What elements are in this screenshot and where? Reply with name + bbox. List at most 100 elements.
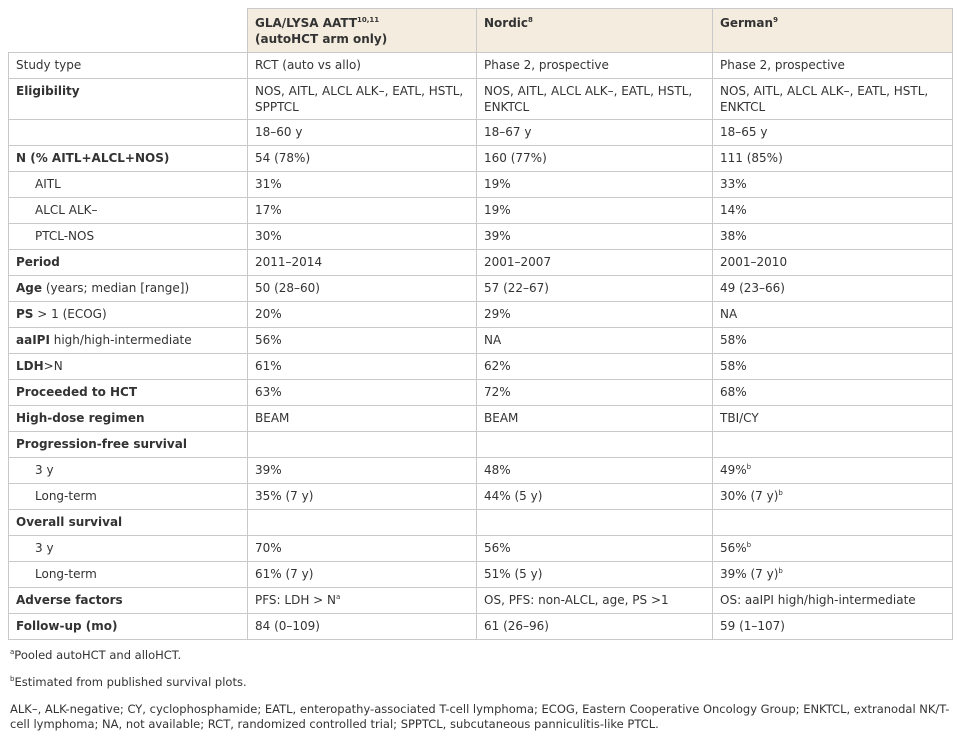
cell-text: 2001–2007	[484, 255, 552, 269]
row-label: PTCL-NOS	[8, 223, 248, 250]
table-cell: 18–67 y	[476, 119, 713, 146]
table-cell: 70%	[247, 535, 477, 562]
table-row: aaIPI high/high-intermediate 56% NA 58%	[8, 327, 953, 354]
label-text: > 1 (ECOG)	[33, 307, 107, 321]
table-cell	[476, 509, 713, 536]
cell-text: 19%	[484, 177, 511, 191]
footnote-text: Estimated from published survival plots.	[14, 675, 247, 689]
table-cell: 58%	[712, 327, 953, 354]
footnote-mark: b	[746, 463, 752, 471]
cell-text: 50 (28–60)	[255, 281, 320, 295]
label-bold: Eligibility	[16, 84, 80, 98]
table-cell: 14%	[712, 197, 953, 224]
table-cell: 59 (1–107)	[712, 613, 953, 640]
cell-text: 58%	[720, 359, 747, 373]
column-header: Nordic8	[476, 8, 713, 53]
footnote: bEstimated from published survival plots…	[10, 675, 952, 690]
table-cell: 111 (85%)	[712, 145, 953, 172]
table-row: 3 y 39% 48% 49%b	[8, 457, 953, 484]
table-cell: OS, PFS: non-ALCL, age, PS >1	[476, 587, 713, 614]
table-row: Long-term 61% (7 y) 51% (5 y) 39% (7 y)b	[8, 561, 953, 588]
cell-text: Phase 2, prospective	[484, 58, 609, 72]
footnote-mark: a	[10, 648, 15, 656]
table-cell: 39%	[247, 457, 477, 484]
cell-text: NOS, AITL, ALCL ALK–, EATL, HSTL, ENKTCL	[720, 84, 929, 114]
cell-text: 111 (85%)	[720, 151, 783, 165]
table-body: Study type RCT (auto vs allo) Phase 2, pro…	[8, 52, 953, 640]
table-cell	[712, 431, 953, 458]
label-bold: Period	[16, 255, 60, 269]
row-label: Long-term	[8, 561, 248, 588]
label-text: high/high-intermediate	[49, 333, 192, 347]
cell-text: NOS, AITL, ALCL ALK–, EATL, HSTL, ENKTCL	[484, 84, 693, 114]
table-cell: 2001–2010	[712, 249, 953, 276]
table-cell: 44% (5 y)	[476, 483, 713, 510]
table-row: Adverse factors PFS: LDH > Na OS, PFS: non…	[8, 587, 953, 614]
table-cell: NOS, AITL, ALCL ALK–, EATL, HSTL, SPPTCL	[247, 78, 477, 120]
table-cell: BEAM	[247, 405, 477, 432]
column-header: GLA/LYSA AATT10,11 (autoHCT arm only)	[247, 8, 477, 53]
table-cell: NOS, AITL, ALCL ALK–, EATL, HSTL, ENKTCL	[712, 78, 953, 120]
row-label: Progression-free survival	[8, 431, 248, 458]
table-cell: NOS, AITL, ALCL ALK–, EATL, HSTL, ENKTCL	[476, 78, 713, 120]
cell-text: 61 (26–96)	[484, 619, 549, 633]
table-cell: 56%b	[712, 535, 953, 562]
table-cell	[247, 509, 477, 536]
label-text: Study type	[16, 58, 82, 72]
cell-text: 30%	[255, 229, 282, 243]
table-cell: 2011–2014	[247, 249, 477, 276]
row-label: aaIPI high/high-intermediate	[8, 327, 248, 354]
row-label: LDH>N	[8, 353, 248, 380]
cell-text: BEAM	[484, 411, 519, 425]
table-cell: 29%	[476, 301, 713, 328]
label-text: 3 y	[35, 541, 54, 555]
label-bold: Overall survival	[16, 515, 123, 529]
table-cell: 39% (7 y)b	[712, 561, 953, 588]
row-label: Overall survival	[8, 509, 248, 536]
cell-text: OS, PFS: non-ALCL, age, PS >1	[484, 593, 669, 607]
cell-text: 48%	[484, 463, 511, 477]
cell-text: 59 (1–107)	[720, 619, 785, 633]
abbreviations: ALK–, ALK-negative; CY, cyclophosphamide…	[10, 702, 950, 731]
column-subtitle: (autoHCT arm only)	[255, 32, 388, 46]
cell-text: 160 (77%)	[484, 151, 547, 165]
table-row: Proceeded to HCT 63% 72% 68%	[8, 379, 953, 406]
table-cell: 61% (7 y)	[247, 561, 477, 588]
table-cell: 58%	[712, 353, 953, 380]
cell-text: 84 (0–109)	[255, 619, 320, 633]
cell-text: 51% (5 y)	[484, 567, 543, 581]
footnote-mark: b	[746, 541, 752, 549]
label-text: (years; median [range])	[42, 281, 190, 295]
table-row: PS > 1 (ECOG) 20% 29% NA	[8, 301, 953, 328]
footnote-mark: b	[778, 489, 783, 497]
footnote-mark: b	[778, 567, 783, 575]
reference: 10,11	[357, 16, 380, 24]
table-cell: TBI/CY	[712, 405, 953, 432]
row-label: ALCL ALK–	[8, 197, 248, 224]
cell-text: NA	[720, 307, 738, 321]
table-cell: 57 (22–67)	[476, 275, 713, 302]
cell-text: NOS, AITL, ALCL ALK–, EATL, HSTL, SPPTCL	[255, 84, 464, 114]
row-label: Long-term	[8, 483, 248, 510]
cell-text: 35% (7 y)	[255, 489, 314, 503]
table-cell: RCT (auto vs allo)	[247, 52, 477, 79]
table-cell: 50 (28–60)	[247, 275, 477, 302]
table-cell	[247, 431, 477, 458]
table-cell: 84 (0–109)	[247, 613, 477, 640]
table-row: 3 y 70% 56% 56%b	[8, 535, 953, 562]
cell-text: 57 (22–67)	[484, 281, 549, 295]
cell-text: 18–67 y	[484, 125, 532, 139]
label-text: Long-term	[35, 489, 97, 503]
cell-text: 33%	[720, 177, 747, 191]
cell-text: 14%	[720, 203, 747, 217]
row-label: 3 y	[8, 535, 248, 562]
cell-text: 63%	[255, 385, 282, 399]
header-row: GLA/LYSA AATT10,11 (autoHCT arm only) Nord…	[8, 8, 953, 53]
table-cell: 17%	[247, 197, 477, 224]
label-bold: Follow-up (mo)	[16, 619, 118, 633]
table-cell: 61 (26–96)	[476, 613, 713, 640]
table-cell: NA	[476, 327, 713, 354]
row-label: Study type	[8, 52, 248, 79]
table-cell: 68%	[712, 379, 953, 406]
